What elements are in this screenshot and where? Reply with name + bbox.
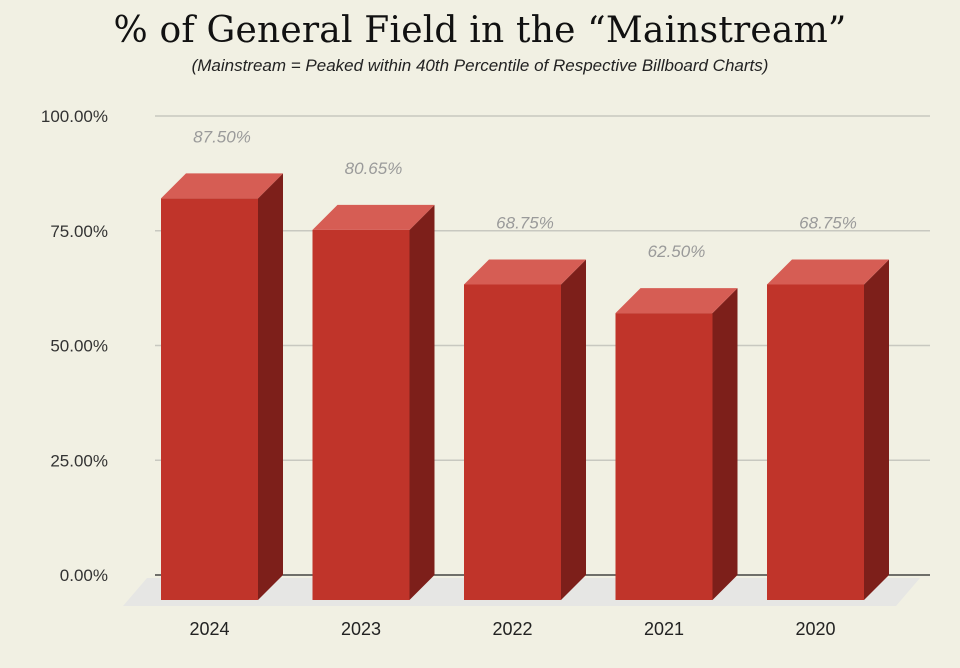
- chart-subtitle: (Mainstream = Peaked within 40th Percent…: [191, 56, 769, 75]
- data-label: 68.75%: [799, 213, 857, 232]
- x-tick-label: 2023: [341, 619, 381, 639]
- bar-front: [767, 284, 864, 600]
- bar-front: [615, 313, 713, 600]
- bar-2024: [161, 173, 283, 600]
- y-tick-label: 25.00%: [50, 451, 108, 470]
- bar-2023: [312, 204, 435, 600]
- x-tick-label: 2024: [189, 619, 229, 639]
- bar-side: [258, 173, 283, 600]
- bar-side: [712, 288, 738, 600]
- bar-top: [312, 204, 435, 230]
- x-tick-label: 2021: [644, 619, 684, 639]
- bar-side: [561, 259, 586, 600]
- bar-top: [615, 288, 738, 314]
- x-tick-label: 2022: [492, 619, 532, 639]
- x-tick-label: 2020: [795, 619, 835, 639]
- bar-2021: [615, 288, 738, 600]
- bar-2020: [767, 259, 889, 600]
- bar-front: [464, 284, 561, 600]
- bar-layer: [161, 173, 889, 600]
- bar-side: [864, 259, 889, 600]
- data-label: 87.50%: [193, 127, 251, 146]
- y-tick-label: 100.00%: [41, 107, 108, 126]
- data-label: 80.65%: [345, 159, 403, 178]
- bar-side: [409, 204, 435, 600]
- bar-top: [161, 173, 283, 199]
- chart-title: % of General Field in the “Mainstream”: [113, 10, 847, 51]
- y-tick-label: 50.00%: [50, 337, 108, 356]
- bar-top: [767, 259, 889, 285]
- y-tick-label: 75.00%: [50, 222, 108, 241]
- bar-front: [161, 198, 258, 600]
- bar-2022: [464, 259, 586, 600]
- bar-front: [312, 229, 410, 600]
- label-layer: 0.00% 25.00% 50.00% 75.00% 100.00% 87.50% 2024…: [41, 107, 857, 639]
- y-tick-label: 0.00%: [60, 566, 108, 585]
- data-label: 62.50%: [648, 242, 706, 261]
- data-label: 68.75%: [496, 213, 554, 232]
- bar-top: [464, 259, 586, 285]
